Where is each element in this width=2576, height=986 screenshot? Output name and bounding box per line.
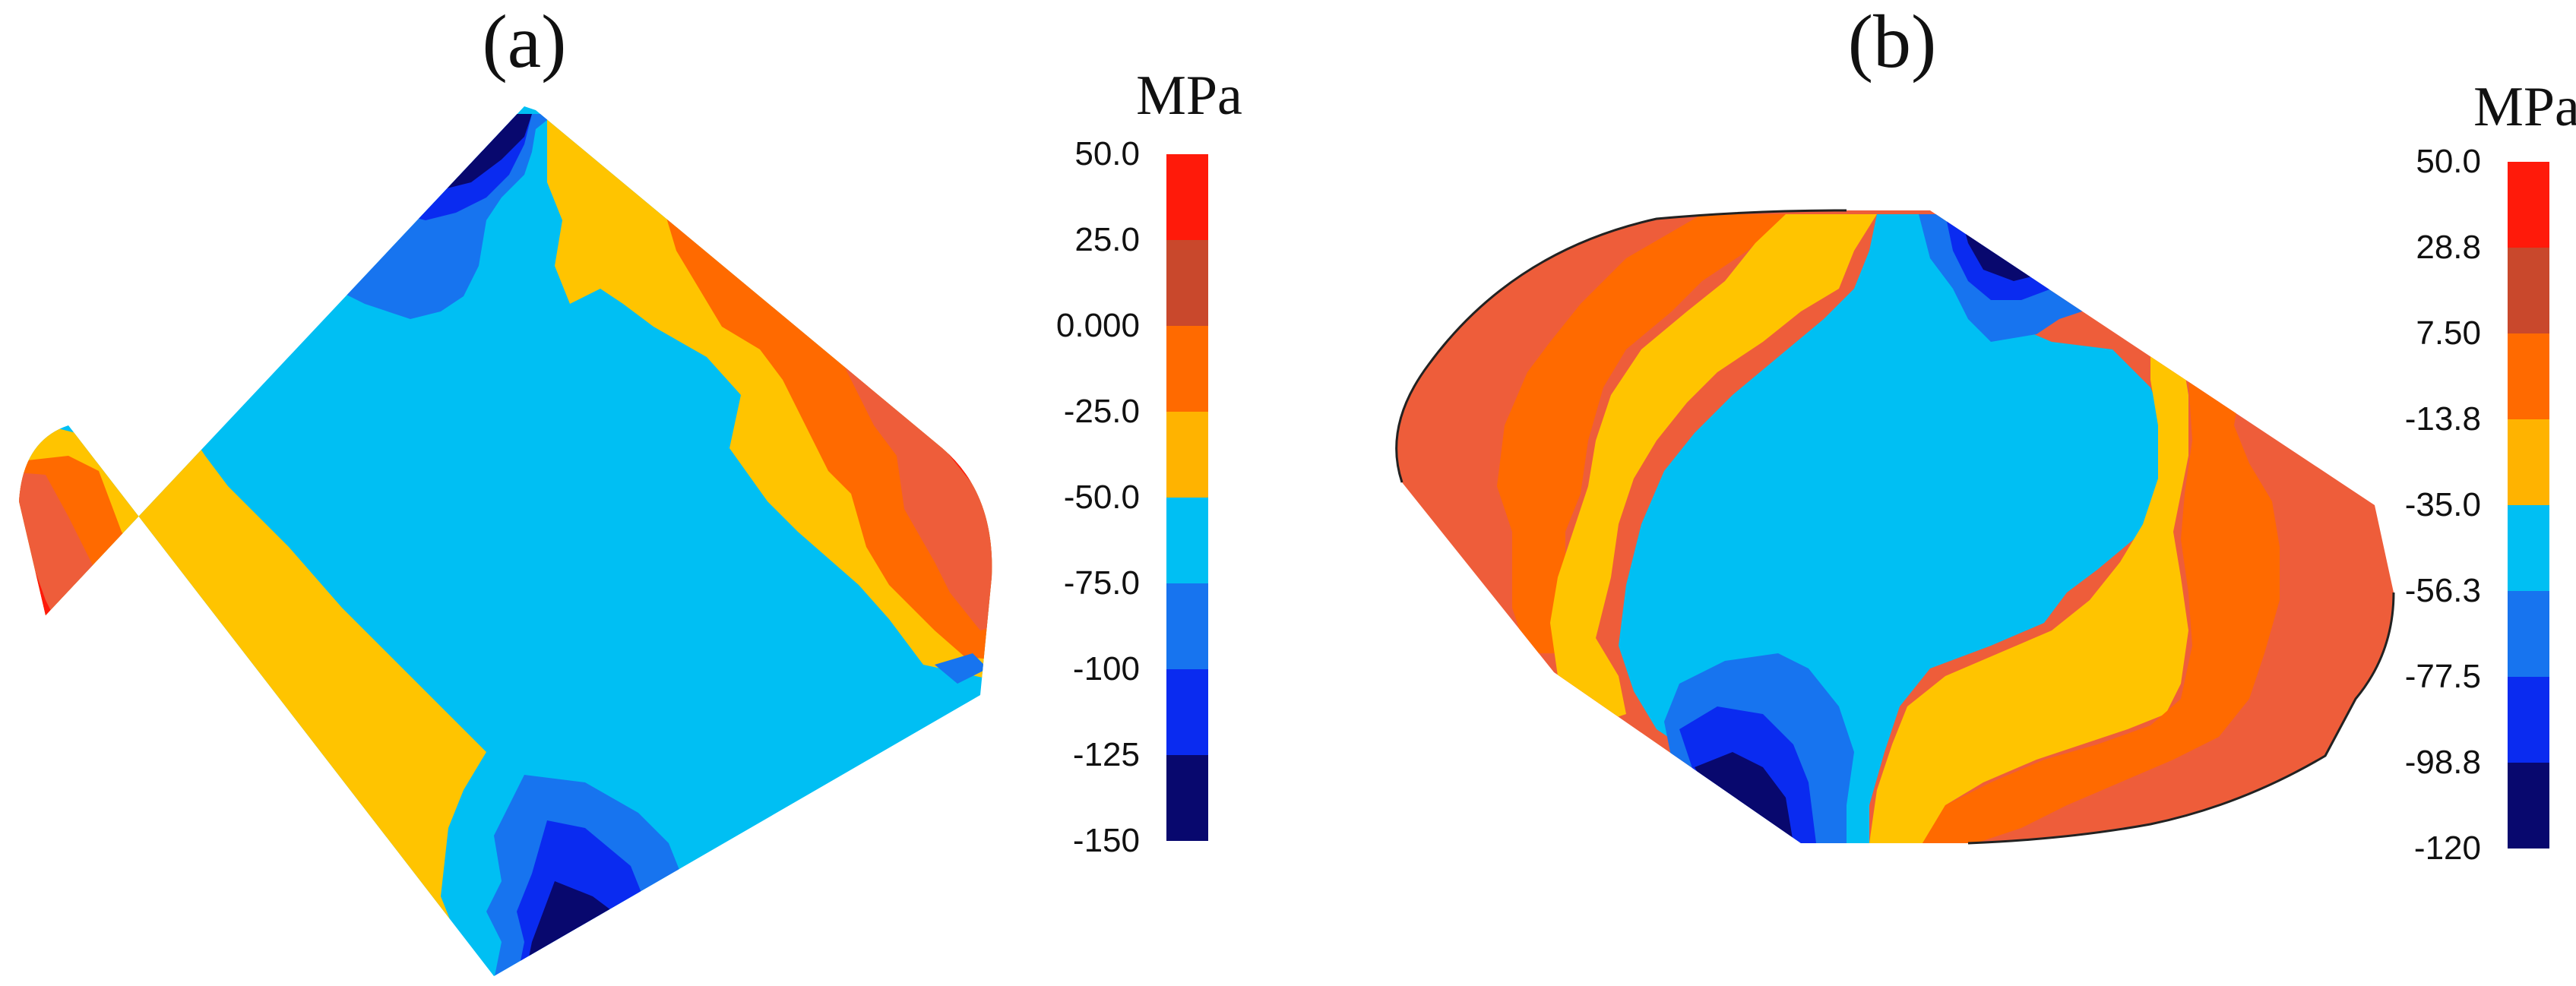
region-red-left-a <box>19 532 190 805</box>
colorbar-b <box>2508 162 2549 849</box>
colorbar-b-swatch-2 <box>2508 248 2549 333</box>
unit-label-a: MPa <box>1136 65 1242 127</box>
panel-label-b: (b) <box>1848 0 1937 84</box>
colorbar-b-level-6: -56.3 <box>2405 572 2481 609</box>
colorbar-b-swatch-7 <box>2508 677 2549 763</box>
colorbar-b-swatch-5 <box>2508 505 2549 591</box>
colorbar-b-swatch-1 <box>2508 162 2549 248</box>
outline-b-bottom <box>1967 592 2395 845</box>
colorbar-a-swatch-4 <box>1166 412 1208 498</box>
colorbar-a-level-4: -25.0 <box>1064 393 1140 430</box>
colorbar-b-level-7: -77.5 <box>2405 658 2481 695</box>
colorbar-a-swatch-6 <box>1166 583 1208 669</box>
region-orange-right-b <box>1923 349 2280 843</box>
colorbar-b-level-8: -98.8 <box>2405 744 2481 781</box>
region-blue-right-sliver-a <box>935 653 988 684</box>
colorbar-a-level-6: -75.0 <box>1064 564 1140 602</box>
colorbar-b-swatch-4 <box>2508 419 2549 505</box>
contour-plot-b <box>1395 209 2395 845</box>
colorbar-a-swatch-2 <box>1166 240 1208 326</box>
colorbar-b-level-1: 50.0 <box>2416 143 2481 180</box>
colorbar-a-level-1: 50.0 <box>1074 135 1140 172</box>
colorbar-a-level-3: 0.000 <box>1056 307 1140 344</box>
colorbar-a-swatch-5 <box>1166 498 1208 583</box>
region-yellow-right-b <box>1869 334 2188 843</box>
colorbar-a-level-9: -150 <box>1073 822 1140 859</box>
region-blue-left-sliver-a <box>76 334 163 410</box>
colorbar-a-level-8: -125 <box>1073 736 1140 773</box>
region-navy-bottom-b <box>1695 752 1793 843</box>
unit-label-b: MPa <box>2473 76 2576 138</box>
region-yellow-left-b <box>1550 214 1877 722</box>
colorbar-b-swatch-6 <box>2508 591 2549 677</box>
colorbar-b-level-2: 28.8 <box>2416 229 2481 266</box>
colorbar-a-level-5: -50.0 <box>1064 479 1140 516</box>
region-coral-right-a <box>805 304 992 630</box>
colorbar-a-swatch-8 <box>1166 755 1208 841</box>
colorbar-b-level-3: 7.50 <box>2416 314 2481 352</box>
region-orange-left-b <box>1497 214 1786 653</box>
colorbar-b-level-4: -13.8 <box>2405 400 2481 438</box>
colorbar-b-level-9: -120 <box>2414 830 2481 867</box>
panel-label-a: (a) <box>483 0 567 84</box>
colorbar-a <box>1166 154 1208 841</box>
colorbar-a-level-2: 25.0 <box>1074 221 1140 258</box>
outline-b <box>1395 209 1847 483</box>
region-orange-right-a <box>653 175 992 661</box>
colorbar-a-level-7: -100 <box>1073 650 1140 687</box>
colorbar-b-swatch-3 <box>2508 333 2549 419</box>
colorbar-a-swatch-7 <box>1166 669 1208 755</box>
colorbar-b-swatch-8 <box>2508 763 2549 849</box>
colorbar-a-swatch-3 <box>1166 326 1208 412</box>
colorbar-a-swatch-1 <box>1166 154 1208 240</box>
colorbar-b-level-5: -35.0 <box>2405 486 2481 523</box>
contour-plot-a <box>19 106 992 976</box>
